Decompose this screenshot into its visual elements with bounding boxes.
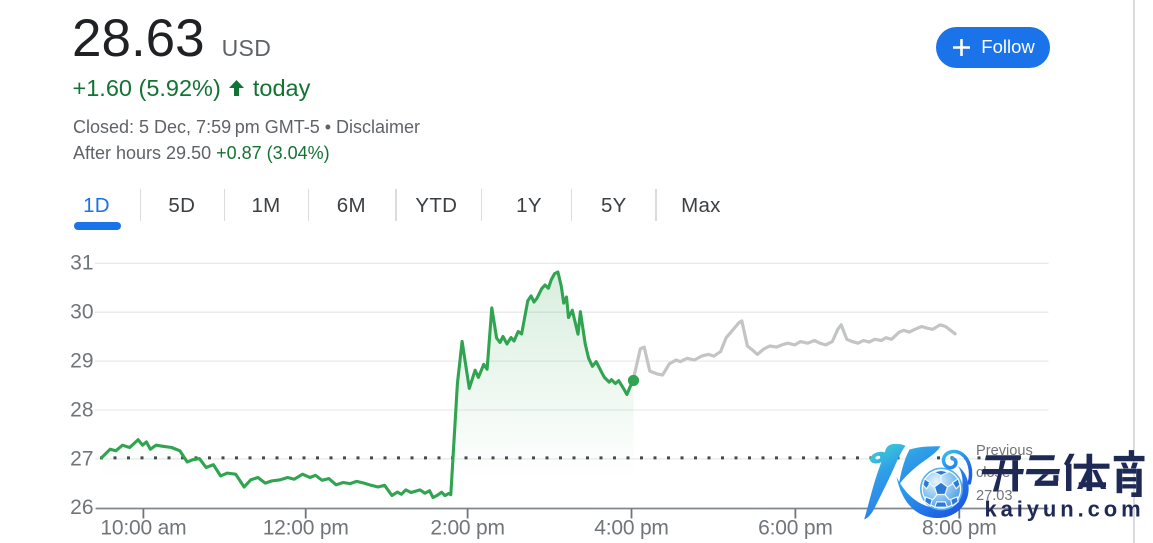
svg-text:kaiyun.com: kaiyun.com xyxy=(985,497,1145,522)
svg-text:8:00 pm: 8:00 pm xyxy=(922,517,996,540)
svg-text:6:00 pm: 6:00 pm xyxy=(758,517,832,540)
svg-text:12:00 pm: 12:00 pm xyxy=(263,517,349,540)
svg-text:29: 29 xyxy=(70,350,93,373)
svg-text:4:00 pm: 4:00 pm xyxy=(594,517,668,540)
svg-text:10:00 am: 10:00 am xyxy=(100,517,186,540)
svg-text:31: 31 xyxy=(70,252,93,275)
svg-text:30: 30 xyxy=(70,301,93,324)
svg-text:27: 27 xyxy=(70,447,93,470)
svg-text:28: 28 xyxy=(70,398,93,421)
svg-text:2:00 pm: 2:00 pm xyxy=(430,517,504,540)
svg-text:26: 26 xyxy=(70,496,93,519)
